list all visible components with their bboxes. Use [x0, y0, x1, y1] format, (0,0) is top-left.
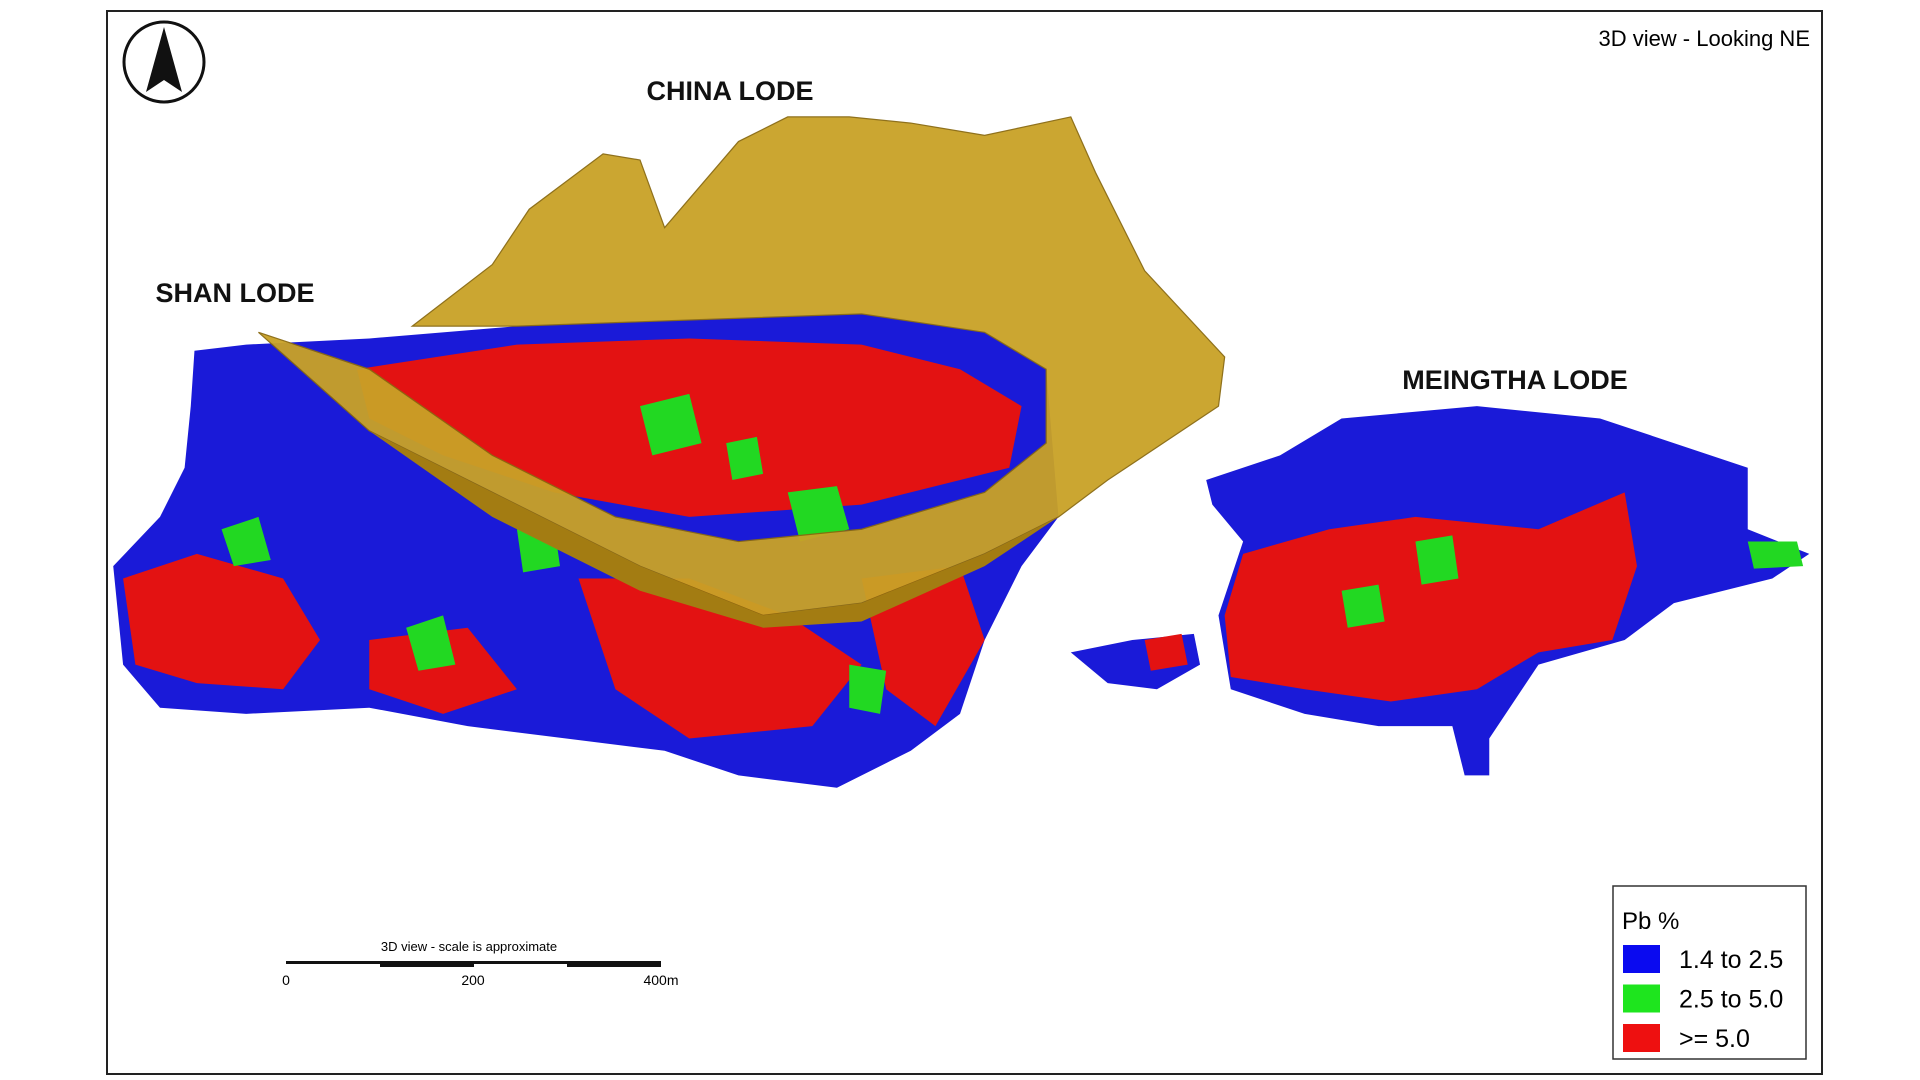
- scale-label: 200: [461, 972, 485, 988]
- legend-label: 1.4 to 2.5: [1679, 946, 1783, 974]
- scale-label: 400m: [643, 972, 678, 988]
- scale-label: 0: [282, 972, 290, 988]
- legend-swatch: [1623, 1024, 1660, 1052]
- lode-label: SHAN LODE: [155, 278, 314, 308]
- legend-swatch: [1623, 945, 1660, 973]
- legend-label: >= 5.0: [1679, 1025, 1750, 1053]
- legend-swatch: [1623, 984, 1660, 1013]
- legend: Pb % 1.4 to 2.5 2.5 to 5.0 >= 5.0: [1612, 885, 1807, 1060]
- legend-title: Pb %: [1622, 908, 1679, 935]
- lode-label: CHINA LODE: [647, 76, 814, 106]
- block-model: [113, 116, 1810, 788]
- legend-label: 2.5 to 5.0: [1679, 986, 1783, 1014]
- north-arrow: [122, 20, 206, 104]
- scale-bar: 3D view - scale is approximate 0 200 400…: [282, 939, 678, 988]
- lode-label: MEINGTHA LODE: [1402, 365, 1628, 395]
- scale-title: 3D view - scale is approximate: [381, 939, 557, 954]
- view-label: 3D view - Looking NE: [1598, 26, 1810, 51]
